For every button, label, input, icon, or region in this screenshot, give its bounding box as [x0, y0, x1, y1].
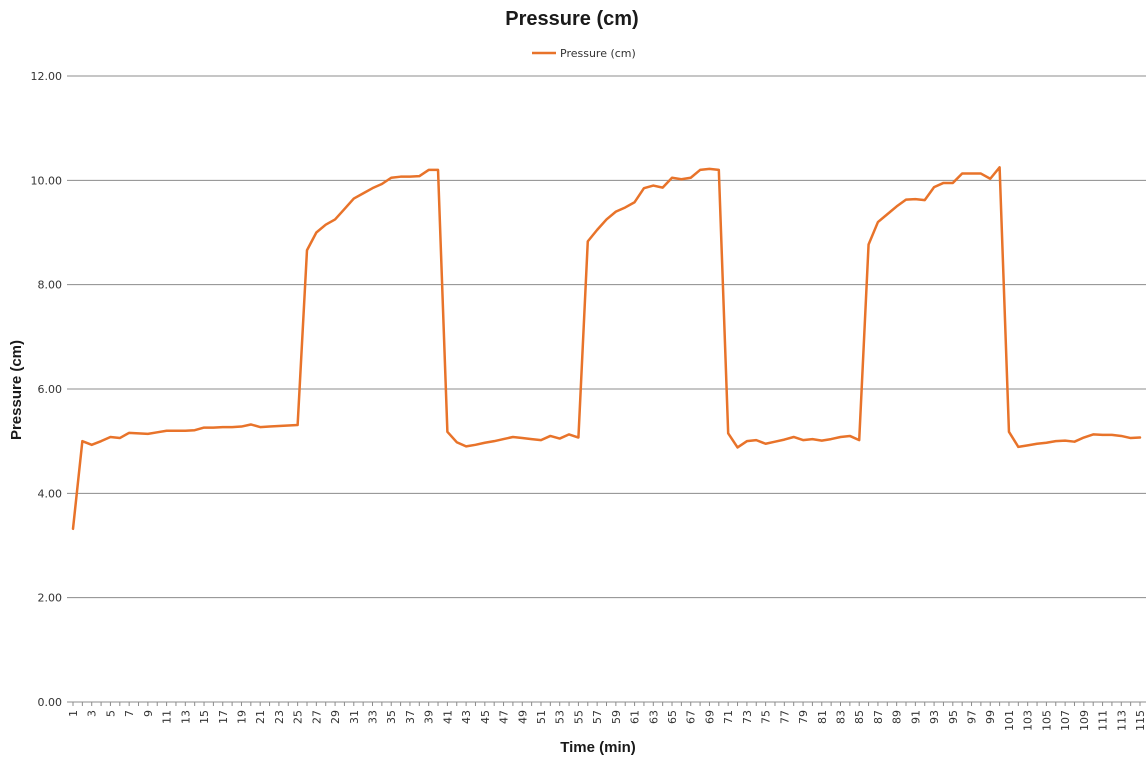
x-tick-label: 3 [86, 710, 99, 717]
y-tick-label: 2.00 [38, 592, 63, 605]
x-axis-ticks: 1 3 5 7 9 11 13 15 17 19 21 23 25 27 29 31 33 35 37 39 41 43 4… [67, 702, 1147, 731]
x-tick-label: 47 [498, 710, 511, 724]
x-tick-label: 85 [853, 710, 866, 724]
x-tick-label: 83 [834, 710, 847, 724]
y-tick-label: 10.00 [31, 174, 63, 187]
x-tick-label: 33 [367, 710, 380, 724]
x-tick-label: 59 [610, 710, 623, 724]
x-tick-label: 1 [67, 710, 80, 717]
x-tick-label: 113 [1115, 710, 1128, 731]
x-tick-label: 13 [179, 710, 192, 724]
x-tick-label: 99 [984, 710, 997, 724]
x-tick-label: 69 [703, 710, 716, 724]
x-tick-label: 107 [1059, 710, 1072, 731]
x-tick-label: 79 [797, 710, 810, 724]
x-tick-label: 65 [666, 710, 679, 724]
x-tick-label: 15 [198, 710, 211, 724]
x-tick-label: 77 [778, 710, 791, 724]
x-tick-label: 37 [404, 710, 417, 724]
x-axis-title: Time (min) [560, 739, 636, 756]
x-tick-label: 25 [292, 710, 305, 724]
x-tick-label: 21 [254, 710, 267, 724]
x-tick-label: 53 [554, 710, 567, 724]
x-tick-label: 71 [722, 710, 735, 724]
x-tick-label: 7 [123, 710, 136, 717]
y-tick-label: 6.00 [38, 383, 63, 396]
x-tick-label: 17 [217, 710, 230, 724]
x-tick-label: 73 [741, 710, 754, 724]
x-tick-label: 109 [1078, 710, 1091, 731]
x-tick-label: 35 [385, 710, 398, 724]
x-tick-label: 95 [947, 710, 960, 724]
x-tick-label: 19 [235, 710, 248, 724]
x-tick-label: 39 [423, 710, 436, 724]
y-tick-label: 4.00 [38, 487, 63, 500]
x-tick-label: 63 [647, 710, 660, 724]
chart-title: Pressure (cm) [505, 8, 638, 30]
x-tick-label: 27 [310, 710, 323, 724]
y-tick-label: 0.00 [38, 696, 63, 709]
series-layer [71, 166, 1142, 531]
x-tick-label: 103 [1022, 710, 1035, 731]
x-tick-label: 67 [685, 710, 698, 724]
y-axis-ticks: 0.00 2.00 4.00 6.00 8.00 10.00 12.00 [31, 70, 63, 709]
y-tick-label: 8.00 [38, 279, 63, 292]
x-tick-label: 31 [348, 710, 361, 724]
x-tick-label: 23 [273, 710, 286, 724]
x-tick-label: 9 [142, 710, 155, 717]
x-tick-label: 91 [909, 710, 922, 724]
x-tick-label: 43 [460, 710, 473, 724]
x-tick-label: 81 [816, 710, 829, 724]
series-line-pressure [71, 166, 1142, 531]
y-axis-title: Pressure (cm) [8, 340, 25, 440]
x-tick-label: 45 [479, 710, 492, 724]
x-tick-label: 75 [760, 710, 773, 724]
x-tick-label: 57 [591, 710, 604, 724]
x-tick-label: 29 [329, 710, 342, 724]
x-tick-label: 115 [1134, 710, 1147, 731]
x-tick-label: 55 [572, 710, 585, 724]
legend-label: Pressure (cm) [560, 47, 636, 60]
x-tick-label: 93 [928, 710, 941, 724]
grid-lines [67, 75, 1146, 703]
x-tick-label: 11 [161, 710, 174, 724]
x-tick-label: 87 [872, 710, 885, 724]
x-tick-label: 5 [104, 710, 117, 717]
legend: Pressure (cm) [532, 47, 636, 60]
x-tick-label: 105 [1040, 710, 1053, 731]
x-tick-label: 49 [516, 710, 529, 724]
x-tick-label: 89 [891, 710, 904, 724]
x-tick-label: 61 [629, 710, 642, 724]
x-tick-label: 111 [1097, 710, 1110, 731]
x-tick-label: 97 [966, 710, 979, 724]
y-tick-label: 12.00 [31, 70, 63, 83]
x-tick-label: 51 [535, 710, 548, 724]
x-tick-label: 101 [1003, 710, 1016, 731]
x-tick-label: 41 [441, 710, 454, 724]
